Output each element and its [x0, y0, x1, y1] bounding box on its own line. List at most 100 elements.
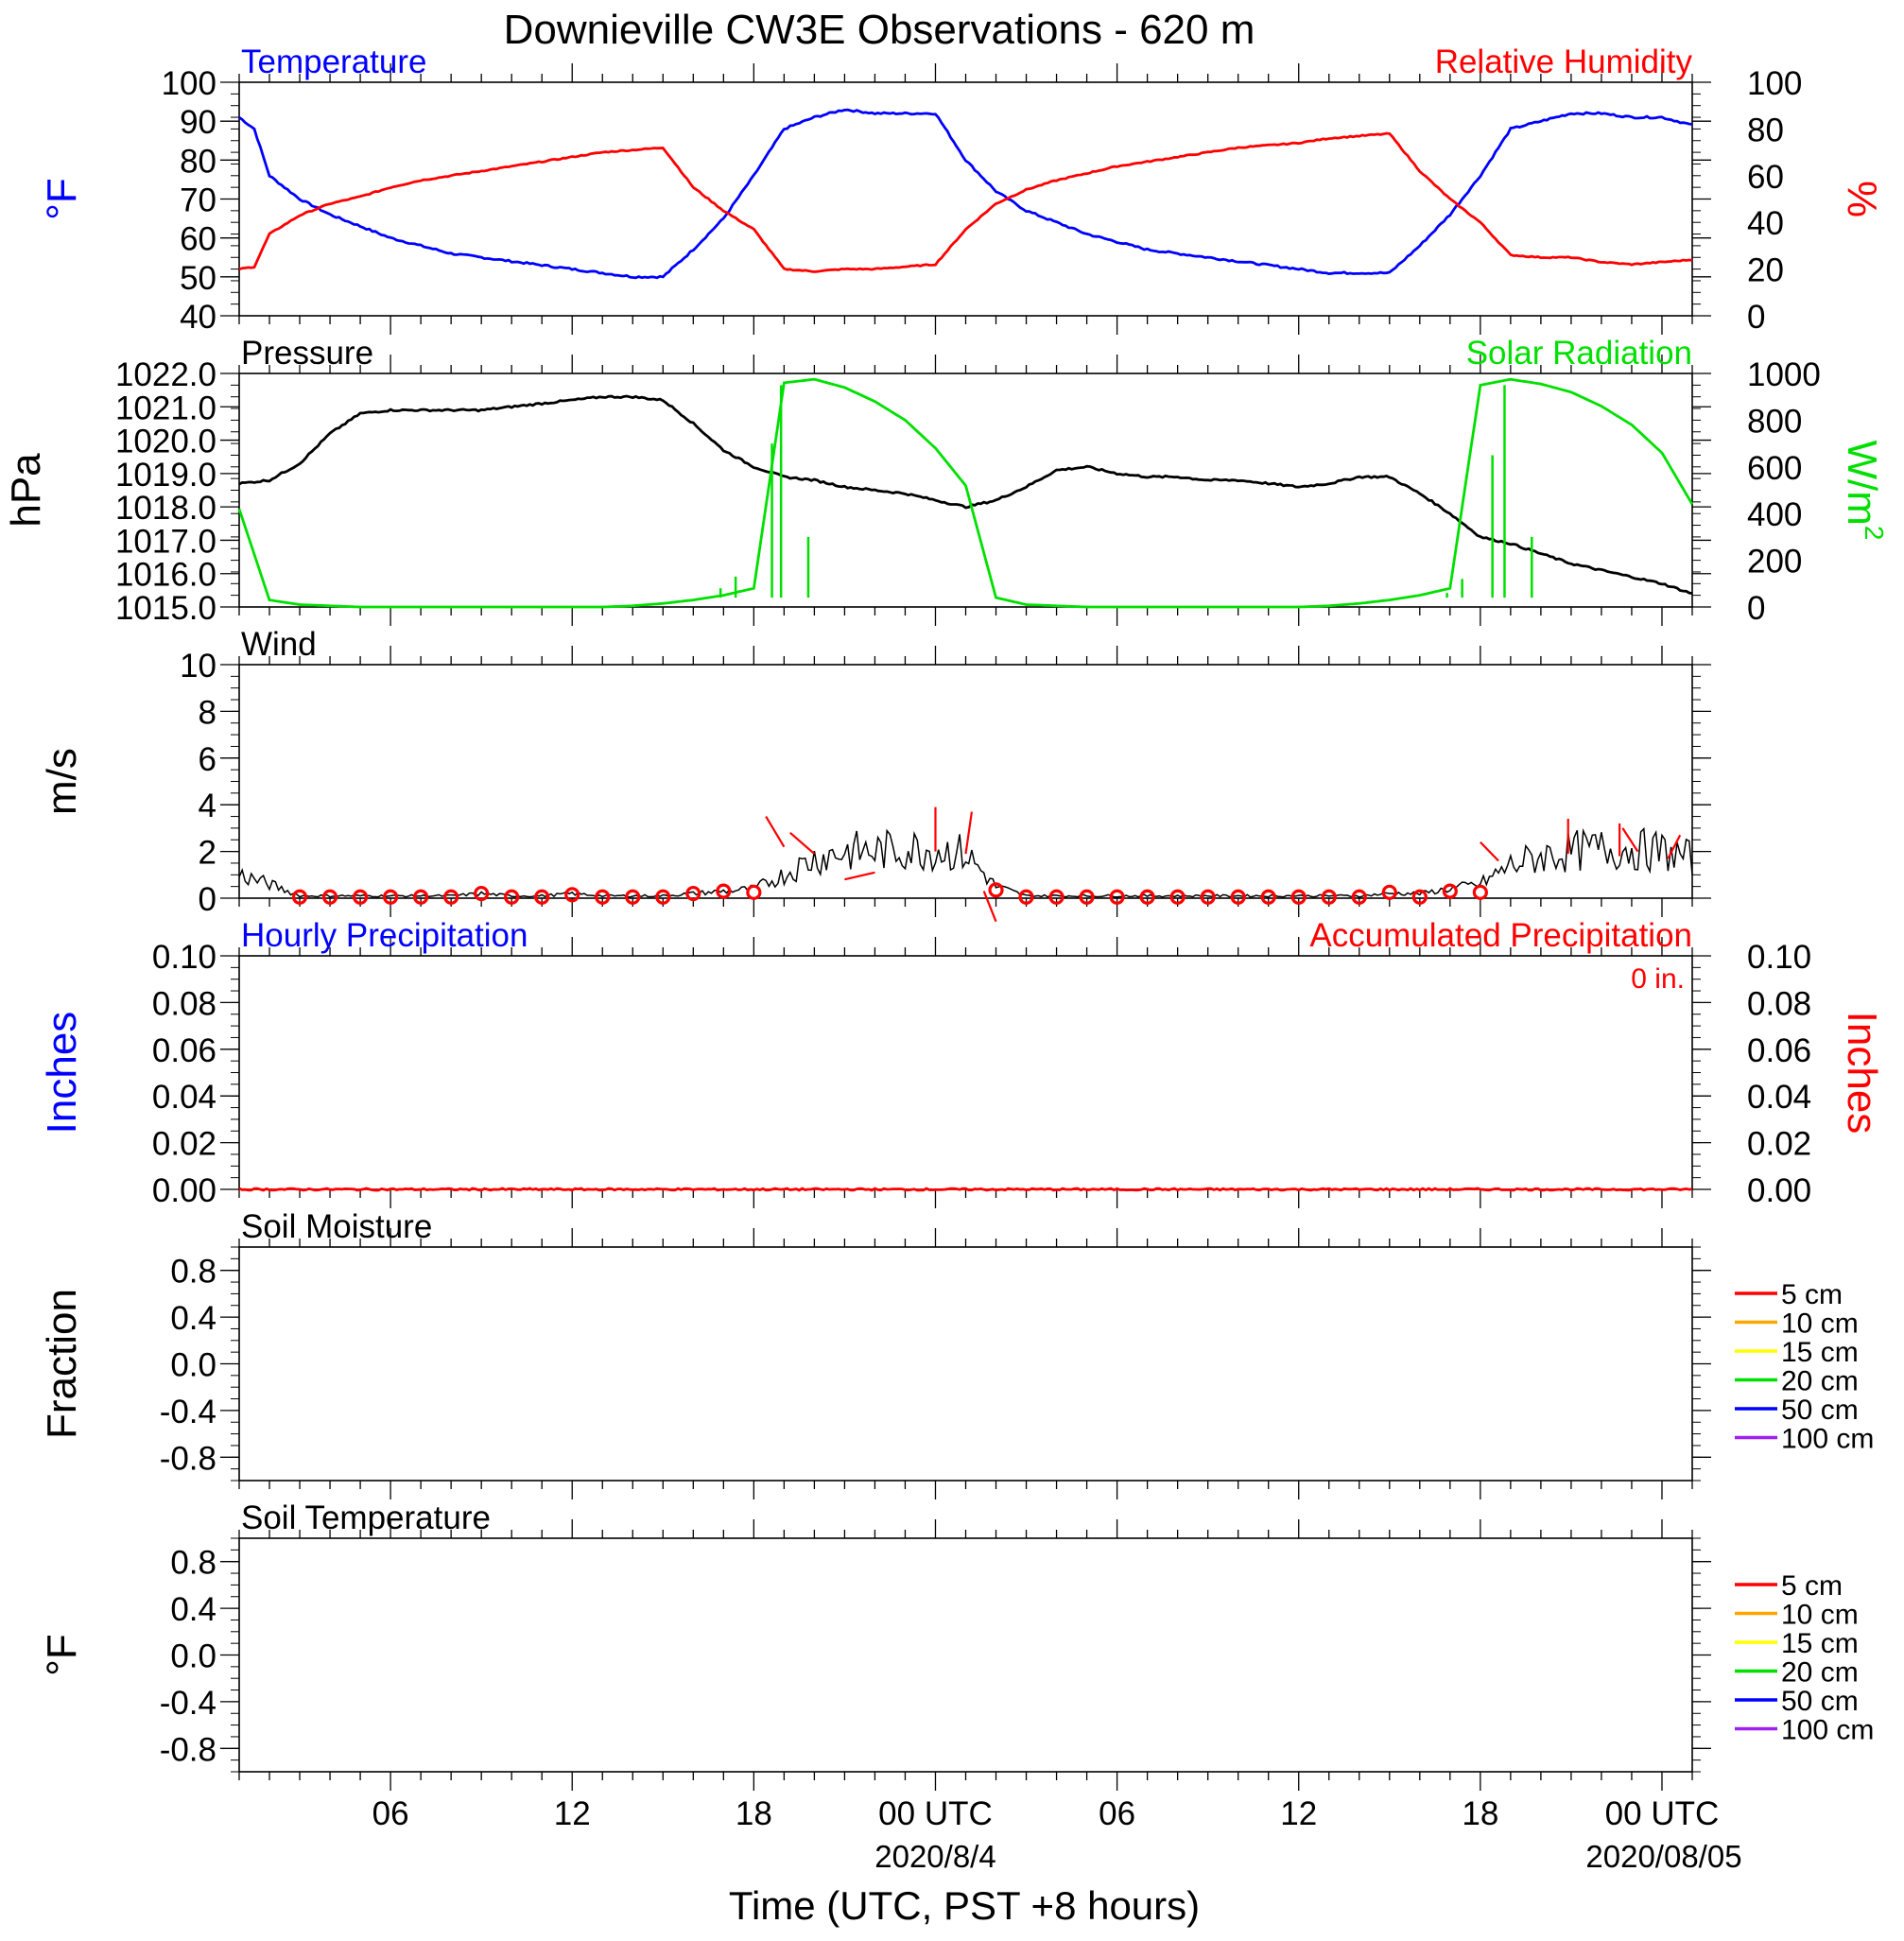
panel-left-title: Soil Temperature: [241, 1499, 491, 1536]
panel-left-title: Soil Moisture: [241, 1208, 432, 1245]
legend-label: 20 cm: [1781, 1366, 1859, 1397]
y-left-tick-label: 0.10: [152, 939, 216, 976]
wind-calm-marker: [1230, 889, 1246, 905]
y-left-tick-label: 100: [162, 65, 216, 102]
series-temperature: [238, 108, 1693, 280]
y-right-tick-label: 0.00: [1747, 1172, 1811, 1209]
plot-frame: [238, 81, 1693, 317]
x-tick-label: 12: [1280, 1795, 1317, 1832]
wind-calm-marker: [291, 889, 308, 905]
y-left-tick-label: 1015.0: [115, 590, 216, 627]
y-left-tick-label: 0.0: [170, 1347, 216, 1384]
accumulated-precip-value: 0 in.: [1631, 963, 1685, 995]
x-date-label: 2020/8/4: [874, 1839, 995, 1874]
wind-calm-marker: [413, 889, 429, 905]
legend-label: 5 cm: [1781, 1570, 1843, 1602]
panel-left-title: Pressure: [241, 335, 373, 372]
y-left-tick-label: 1021.0: [115, 390, 216, 426]
wind-calm-marker: [1321, 889, 1337, 905]
wind-calm-marker: [716, 883, 732, 899]
wind-calm-marker: [534, 889, 550, 905]
wind-calm-marker: [1290, 889, 1307, 905]
y-left-tick-label: -0.4: [160, 1394, 216, 1430]
y-right-axis-label: %: [1839, 181, 1885, 217]
wind-calm-marker: [504, 889, 520, 905]
plot-frame: [238, 955, 1693, 1190]
wind-barb: [964, 811, 973, 855]
panel-right-title: Solar Radiation: [1466, 335, 1692, 372]
wind-calm-marker: [1351, 889, 1367, 905]
y-right-tick-label: 0.04: [1747, 1079, 1811, 1116]
x-tick-label: 18: [736, 1795, 772, 1832]
y-left-tick-label: 0.02: [152, 1126, 216, 1163]
y-left-tick-label: 0.06: [152, 1032, 216, 1069]
y-left-axis-label: Fraction: [39, 1289, 85, 1439]
y-left-tick-label: 0.00: [152, 1172, 216, 1209]
y-right-tick-label: 20: [1747, 252, 1784, 289]
wind-calm-marker: [1048, 889, 1065, 905]
y-right-tick-label: 40: [1747, 205, 1784, 242]
y-left-tick-label: -0.4: [160, 1685, 216, 1722]
wind-calm-marker: [1472, 884, 1488, 900]
x-tick-label: 12: [554, 1795, 591, 1832]
wind-calm-marker: [443, 889, 459, 905]
plot-frame: [238, 1246, 1693, 1482]
y-left-tick-label: 0.04: [152, 1079, 216, 1116]
wind-calm-marker: [655, 889, 671, 905]
panel-wind: 10 8 6 4 2 0 Wind m/s: [39, 626, 1711, 923]
wind-calm-marker: [625, 889, 641, 905]
x-tick-label: 18: [1462, 1795, 1498, 1832]
panel-pressure-solar: 1022.01021.01020.01019.01018.01017.01016…: [3, 335, 1889, 627]
panel-right-title: Accumulated Precipitation: [1309, 917, 1692, 954]
y-right-tick-label: 80: [1747, 112, 1784, 148]
y-left-tick-label: 6: [199, 741, 216, 778]
x-tick-label: 00 UTC: [1605, 1795, 1720, 1832]
series-pressure: [238, 394, 1693, 595]
y-left-axis-label: hPa: [3, 453, 49, 528]
legend-label: 50 cm: [1781, 1395, 1859, 1426]
legend-label: 10 cm: [1781, 1600, 1859, 1631]
legend-label: 15 cm: [1781, 1337, 1859, 1368]
wind-calm-marker: [383, 889, 399, 905]
legend-label: 100 cm: [1781, 1715, 1874, 1746]
wind-calm-marker: [1411, 889, 1428, 905]
panel-precipitation: 0.10 0.08 0.06 0.04 0.02 0.00 0.10 0.08 0.06 0.04…: [39, 917, 1885, 1209]
wind-barb: [982, 891, 997, 923]
y-right-tick-label: 200: [1747, 544, 1802, 581]
y-left-axis-label: m/s: [39, 748, 85, 815]
y-right-tick-label: 0.06: [1747, 1032, 1811, 1069]
wind-barb: [844, 871, 875, 881]
y-right-tick-label: 0.10: [1747, 939, 1811, 976]
y-left-tick-label: 90: [180, 104, 216, 141]
wind-barb: [1667, 834, 1682, 859]
wind-calm-marker: [474, 885, 490, 902]
y-left-axis-label: Inches: [39, 1012, 85, 1135]
y-left-tick-label: -0.8: [160, 1731, 216, 1768]
wind-calm-marker: [321, 889, 338, 905]
wind-calm-marker: [988, 882, 1004, 898]
y-right-tick-label: 800: [1747, 403, 1802, 440]
y-left-tick-label: 1018.0: [115, 490, 216, 527]
y-left-tick-label: 0.8: [170, 1545, 216, 1582]
legend-label: 20 cm: [1781, 1657, 1859, 1689]
series-solar-radiation: [237, 377, 1694, 609]
x-tick-label: 06: [372, 1795, 409, 1832]
y-left-tick-label: 70: [180, 182, 216, 219]
wind-calm-marker: [746, 884, 762, 900]
y-left-tick-label: 0.4: [170, 1591, 216, 1628]
wind-barb: [1621, 827, 1639, 853]
y-left-tick-label: 0.08: [152, 985, 216, 1022]
y-right-tick-label: 0: [1747, 299, 1765, 336]
wind-barb: [1480, 841, 1499, 862]
y-left-tick-label: 8: [199, 694, 216, 731]
wind-calm-marker: [1079, 889, 1095, 905]
y-left-tick-label: 0: [199, 881, 216, 918]
y-left-tick-label: 40: [180, 299, 216, 336]
series-accumulated-precipitation: [238, 1187, 1693, 1192]
wind-calm-marker: [1200, 889, 1216, 905]
panel-right-title: Relative Humidity: [1435, 43, 1693, 80]
y-right-axis-label-sup: 2: [1860, 526, 1889, 541]
wind-calm-marker: [352, 889, 369, 905]
